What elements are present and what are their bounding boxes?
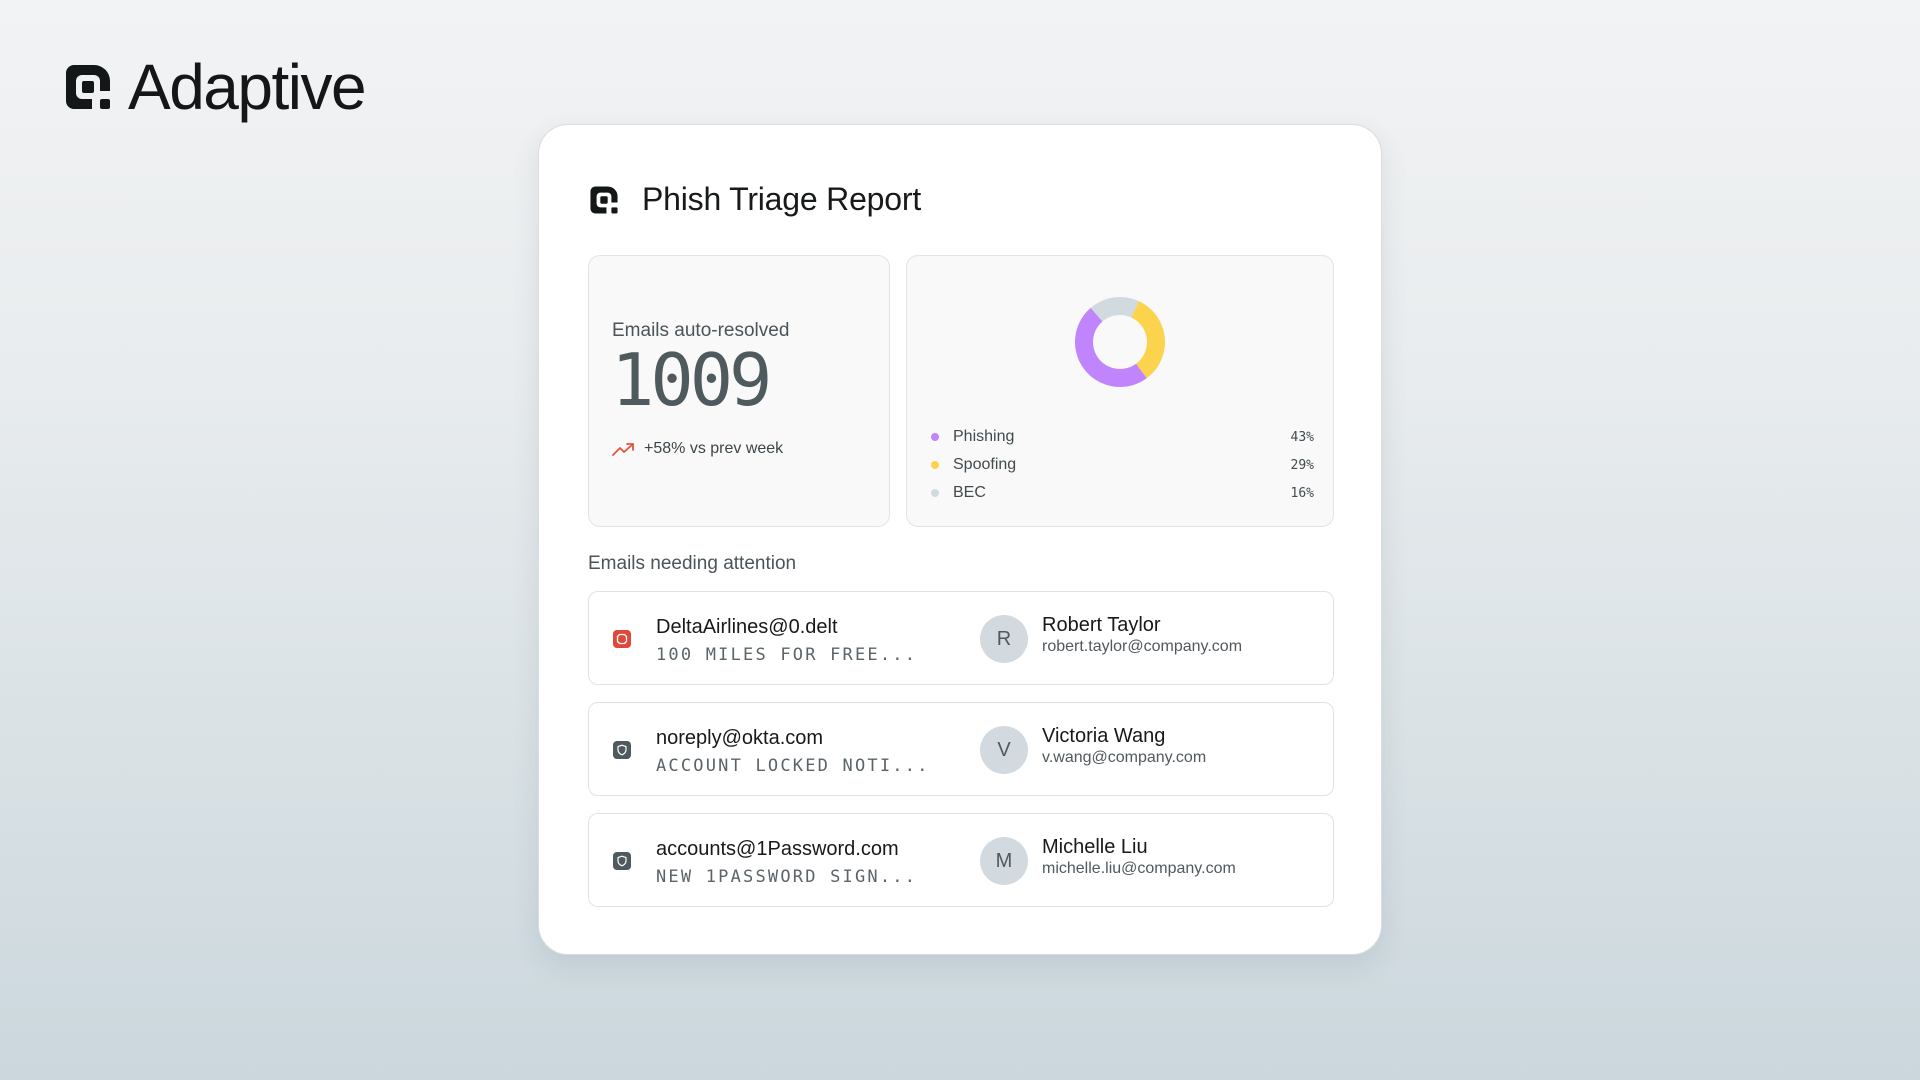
alert-octagon-icon [612,629,632,649]
stat-label: Emails auto-resolved [612,320,790,341]
threat-breakdown-card: Phishing 43% Spoofing 29% BEC 16% [906,255,1334,527]
report-title: Phish Triage Report [642,181,922,217]
avatar: R [980,615,1028,663]
legend-swatch [931,489,939,497]
email-row[interactable]: DeltaAirlines@0.delt 100 MILES FOR FREE..… [588,591,1334,685]
donut-slice-phishing [1075,307,1147,387]
recipient-email: michelle.liu@company.com [1042,860,1236,877]
report-card: Phish Triage Report Emails auto-resolved… [538,124,1382,955]
shield-icon [612,740,632,760]
recipient-email: robert.taylor@company.com [1042,638,1243,655]
legend-value: 43% [1290,429,1314,445]
recipient-name: Robert Taylor [1042,614,1161,636]
email-row[interactable]: noreply@okta.com ACCOUNT LOCKED NOTI... V V… [588,702,1334,796]
trending-up-icon [612,443,634,456]
legend-item: Spoofing 29% [931,451,1314,479]
legend-value: 16% [1290,485,1314,501]
legend-label: Phishing [953,428,1015,445]
legend-label: Spoofing [953,456,1017,473]
avatar: V [980,726,1028,774]
auto-resolved-stat-card: Emails auto-resolved 1009 +58% vs prev w… [588,255,890,527]
report-header: Phish Triage Report [588,181,921,218]
legend-value: 29% [1290,457,1314,473]
shield-icon [612,851,632,871]
recipient-name: Victoria Wang [1042,725,1166,747]
recipient-email: v.wang@company.com [1042,749,1207,766]
trend-text: +58% vs prev week [644,440,784,457]
email-subject: 100 MILES FOR FREE... [656,645,918,665]
legend-label: BEC [953,484,986,501]
adaptive-logo-icon [66,65,110,109]
email-sender: noreply@okta.com [656,727,824,749]
email-row[interactable]: accounts@1Password.com NEW 1PASSWORD SIGN… [588,813,1334,907]
legend-item: BEC 16% [931,479,1314,507]
donut-slice-spoofing [1131,301,1165,379]
donut-slice-bec [1090,297,1139,322]
brand: Adaptive [62,51,367,123]
email-sender: accounts@1Password.com [656,838,899,860]
legend-swatch [931,461,939,469]
recipient-name: Michelle Liu [1042,836,1148,858]
attention-section-title: Emails needing attention [588,553,797,574]
legend-swatch [931,433,939,441]
stat-value: 1009 [611,338,772,422]
email-sender: DeltaAirlines@0.delt [656,616,838,638]
legend-item: Phishing 43% [931,423,1314,451]
brand-name: Adaptive [128,51,367,123]
threat-donut-chart [1075,297,1165,387]
email-subject: ACCOUNT LOCKED NOTI... [656,756,930,776]
chart-legend: Phishing 43% Spoofing 29% BEC 16% [931,423,1314,507]
avatar: M [980,837,1028,885]
email-subject: NEW 1PASSWORD SIGN... [656,867,918,887]
adaptive-logo-icon [590,185,618,214]
stat-trend: +58% vs prev week [612,440,783,458]
